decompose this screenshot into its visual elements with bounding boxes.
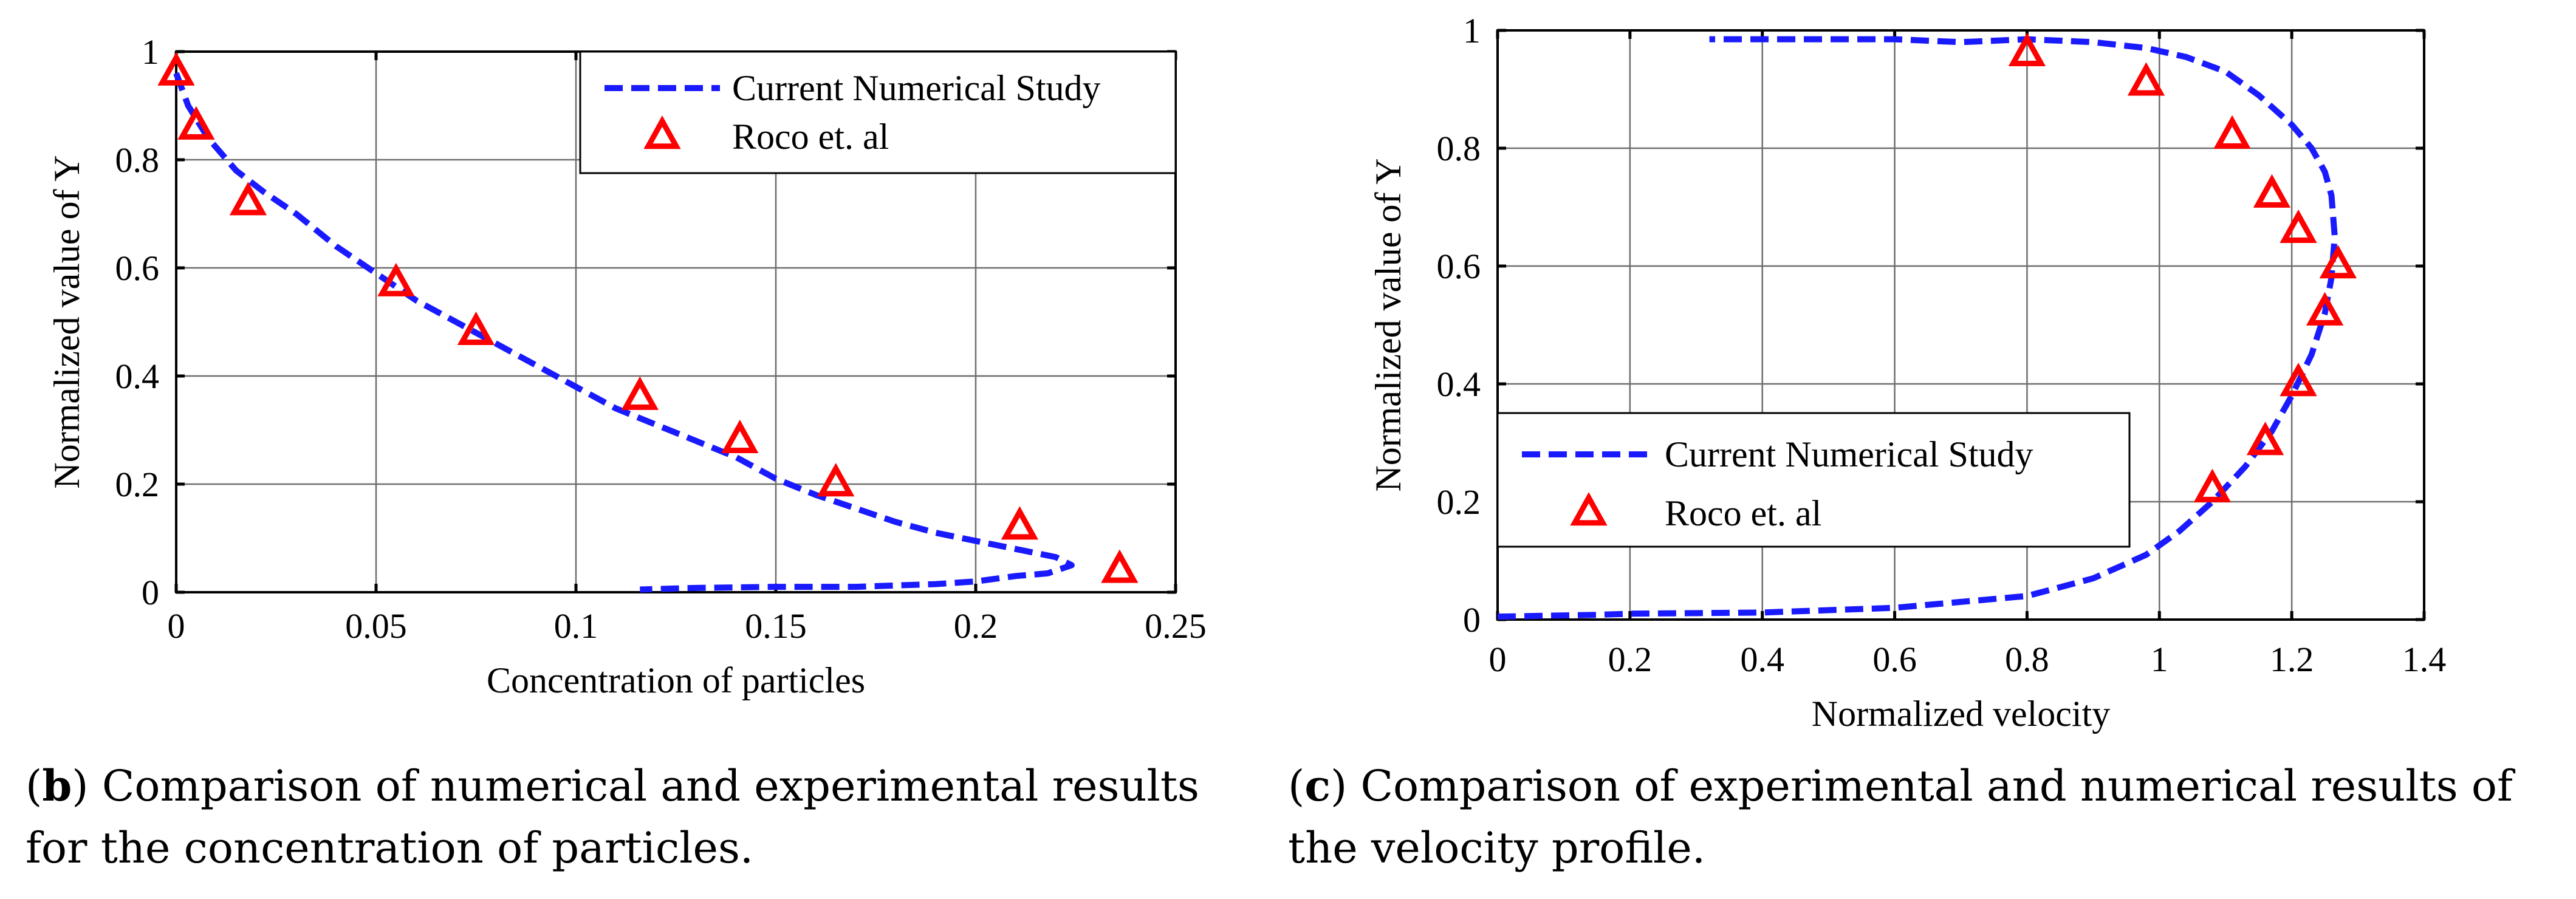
series-numerical bbox=[173, 72, 1075, 593]
data-point-triangle bbox=[177, 106, 215, 140]
legend-label-experimental: Roco et. al bbox=[732, 117, 889, 157]
x-tick-label: 0.15 bbox=[745, 606, 807, 646]
data-point-triangle bbox=[817, 463, 855, 497]
legend-label-numerical: Current Numerical Study bbox=[1665, 434, 2033, 474]
caption-paren: ( bbox=[26, 761, 42, 811]
y-tick-label: 0.4 bbox=[1437, 364, 1481, 404]
y-tick-label: 0 bbox=[1463, 600, 1481, 640]
data-point-triangle bbox=[2280, 363, 2317, 397]
x-tick-label: 1.4 bbox=[2402, 640, 2447, 679]
data-point-triangle bbox=[2306, 292, 2344, 326]
chart-b: 0 0.05 0.1 0.15 0.2 0.25 0 0.2 0.4 0.6 0.8 1 Concent… bbox=[26, 32, 1207, 873]
legend-label-experimental: Roco et. al bbox=[1665, 493, 1821, 533]
y-tick-label: 0.6 bbox=[115, 248, 160, 288]
data-point-triangle bbox=[1101, 549, 1139, 583]
caption-line-1: (c) Comparison of experimental and numer… bbox=[1288, 761, 2516, 811]
caption-line-2: the velocity profile. bbox=[1288, 823, 1705, 873]
y-tick-label: 0.2 bbox=[115, 465, 160, 504]
numerical-curve bbox=[173, 72, 1075, 593]
data-point-triangle bbox=[2253, 174, 2291, 208]
x-axis-label: Concentration of particles bbox=[487, 660, 865, 700]
x-tick-label: 0.05 bbox=[345, 606, 407, 646]
x-tick-label: 0.4 bbox=[1740, 640, 1784, 679]
y-tick-label: 1 bbox=[1463, 11, 1481, 50]
legend-triangle-sample bbox=[643, 115, 681, 149]
numerical-curve bbox=[1497, 36, 2338, 620]
legend: Current Numerical Study Roco et. al bbox=[1496, 412, 2131, 548]
y-tick-label: 0 bbox=[142, 573, 159, 612]
data-point-triangle bbox=[621, 376, 659, 410]
y-tick-label: 0.8 bbox=[115, 140, 160, 180]
caption-text: ) Comparison of experimental and numeric… bbox=[1331, 761, 2516, 811]
data-point-triangle bbox=[2319, 245, 2357, 279]
x-tick-label: 1.2 bbox=[2270, 640, 2314, 679]
legend-label-numerical: Current Numerical Study bbox=[732, 68, 1101, 108]
caption-letter: c bbox=[1304, 761, 1331, 811]
x-tick-label: 0.8 bbox=[2005, 640, 2049, 679]
y-tick-label: 0.2 bbox=[1437, 482, 1481, 522]
data-point-triangle bbox=[2193, 468, 2232, 502]
caption-paren: ( bbox=[1288, 761, 1304, 811]
y-axis-label: Normalized value of Y bbox=[47, 155, 87, 488]
series-numerical bbox=[1497, 36, 2338, 620]
y-tick-label: 0.4 bbox=[115, 357, 160, 396]
x-tick-label: 0.2 bbox=[954, 606, 998, 646]
data-point-triangle bbox=[2213, 115, 2251, 149]
data-point-triangle bbox=[157, 52, 195, 86]
caption-line-1: (b) Comparison of numerical and experime… bbox=[26, 761, 1199, 811]
legend: Current Numerical Study Roco et. al bbox=[579, 50, 1177, 174]
series-experimental bbox=[157, 52, 1139, 583]
y-tick-label: 0.6 bbox=[1437, 247, 1481, 286]
caption-letter: b bbox=[42, 761, 72, 811]
y-tick-label: 1 bbox=[142, 32, 159, 72]
x-tick-label: 0.25 bbox=[1145, 606, 1207, 646]
data-point-triangle bbox=[2280, 209, 2317, 244]
x-axis-label: Normalized velocity bbox=[1812, 694, 2110, 734]
data-point-triangle bbox=[2127, 62, 2165, 96]
chart-c: 0 0.2 0.4 0.6 0.8 1 1.2 1.4 0 0.2 0.4 0.6 0.8 1 Normal… bbox=[1288, 11, 2516, 873]
data-point-triangle bbox=[2246, 422, 2284, 456]
legend-triangle-sample bbox=[1570, 492, 1608, 526]
data-point-triangle bbox=[2008, 32, 2046, 67]
data-point-triangle bbox=[721, 419, 759, 454]
legend-box bbox=[579, 50, 1177, 174]
data-point-triangle bbox=[457, 311, 495, 346]
data-point-triangle bbox=[377, 262, 415, 296]
caption-text: ) Comparison of numerical and experiment… bbox=[72, 761, 1199, 811]
x-tick-label: 0.6 bbox=[1872, 640, 1917, 679]
data-point-triangle bbox=[229, 182, 267, 216]
series-experimental bbox=[2008, 32, 2357, 502]
x-tick-label: 0 bbox=[168, 606, 185, 646]
x-tick-label: 0.2 bbox=[1608, 640, 1653, 679]
caption-line-2: for the concentration of particles. bbox=[26, 823, 753, 873]
x-tick-label: 0.1 bbox=[554, 606, 598, 646]
data-point-triangle bbox=[1001, 506, 1039, 540]
axes-frame bbox=[1496, 29, 2425, 621]
y-tick-label: 0.8 bbox=[1437, 129, 1481, 168]
x-tick-label: 0 bbox=[1489, 640, 1507, 679]
x-tick-label: 1 bbox=[2151, 640, 2168, 679]
y-axis-label: Normalized value of Y bbox=[1368, 158, 1408, 491]
